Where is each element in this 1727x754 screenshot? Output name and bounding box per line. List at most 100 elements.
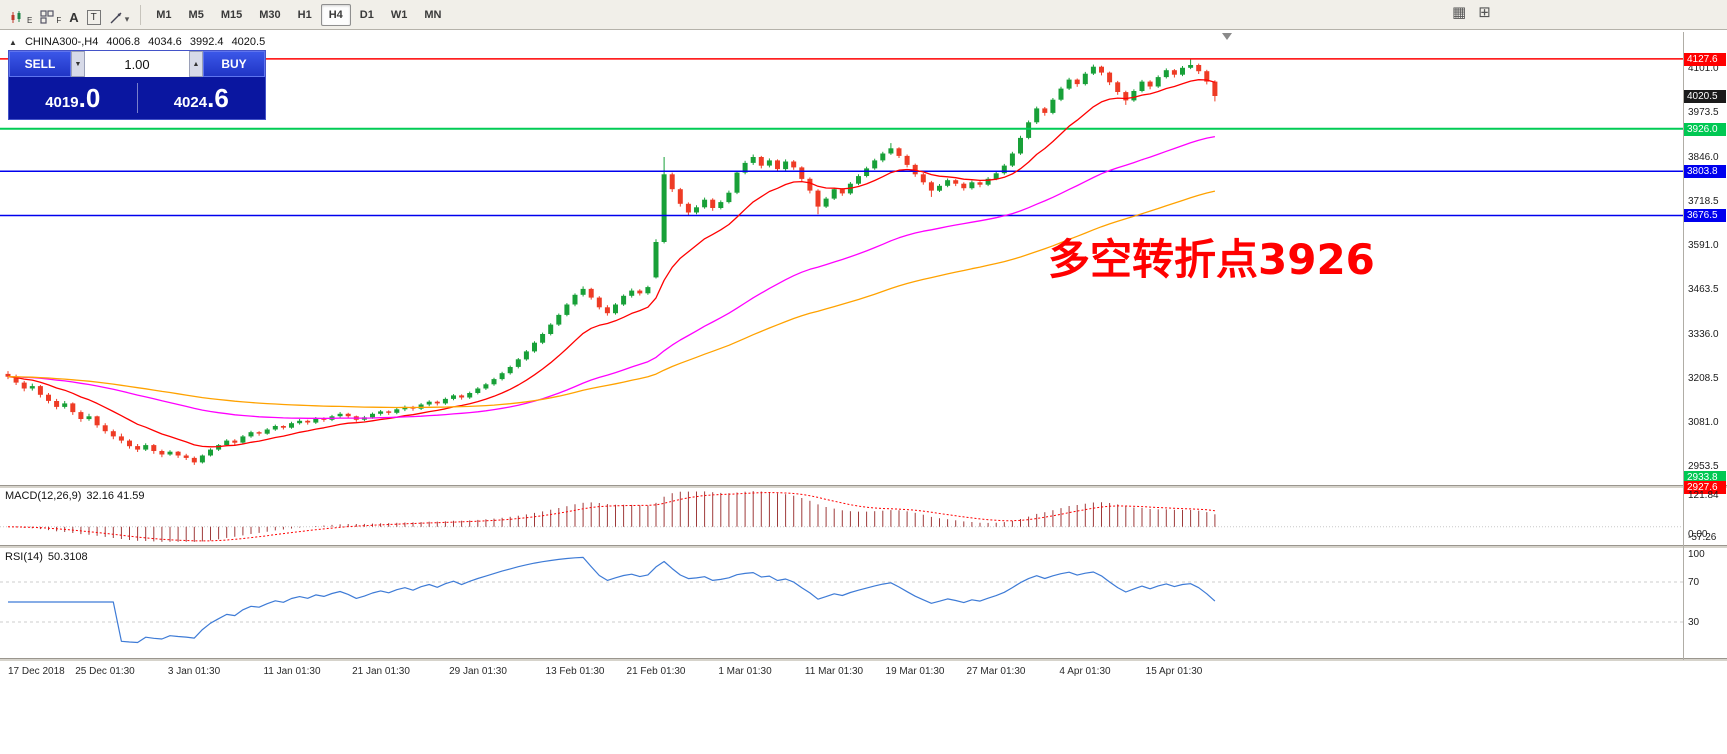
trade-controls-row: SELL ▼ ▲ BUY: [9, 51, 265, 77]
price-badge: 3676.5: [1684, 209, 1726, 222]
tab-timeframe-M5[interactable]: M5: [181, 4, 212, 26]
volume-input[interactable]: [85, 51, 189, 77]
macd-scale-label: -57.26: [1688, 532, 1717, 543]
price-badge: 4020.5: [1684, 90, 1726, 103]
macd-values: 32.16 41.59: [86, 490, 145, 502]
toolbar-right-group: ▦ ⊞: [1452, 3, 1491, 21]
price-badge: 3803.8: [1684, 165, 1726, 178]
macd-scale-label: 121.84: [1688, 490, 1719, 501]
line-tool-glyph: [110, 12, 122, 23]
time-axis-label: 3 Jan 01:30: [167, 666, 221, 677]
sell-price-main: 4019: [45, 93, 79, 111]
rsi-label: RSI(14) 50.3108: [5, 551, 88, 563]
sell-price[interactable]: 4019.0: [9, 85, 137, 112]
time-axis-label: 11 Mar 01:30: [804, 666, 864, 677]
buy-price-main: 4024: [173, 93, 208, 111]
macd-label: MACD(12,26,9) 32.16 41.59: [5, 490, 145, 502]
time-axis-label: 21 Jan 01:30: [352, 666, 410, 677]
volume-increase-button[interactable]: ▲: [189, 51, 203, 77]
macd-scale-label: 0.00: [1688, 529, 1708, 540]
tab-timeframe-MN[interactable]: MN: [416, 4, 449, 26]
price-scale-label: 3591.0: [1688, 240, 1719, 251]
letter-a-glyph: A: [69, 9, 79, 25]
tab-timeframe-D1[interactable]: D1: [352, 4, 382, 26]
chart-shift-marker-icon[interactable]: [1222, 33, 1232, 40]
price-scale-label: 3463.5: [1688, 284, 1719, 295]
macd-panel-canvas: [0, 491, 1683, 542]
grid-glyph: [40, 9, 54, 24]
time-axis-label: 15 Apr 01:30: [1145, 666, 1203, 677]
time-axis-label: 1 Mar 01:30: [718, 666, 772, 677]
price-badge: 3926.0: [1684, 123, 1726, 136]
rsi-scale-label: 30: [1688, 617, 1700, 628]
expert-advisors-icon[interactable]: E: [10, 5, 32, 25]
rsi-scale-label: 100: [1688, 549, 1705, 560]
toolbar-divider: [140, 4, 142, 25]
time-axis-label: 29 Jan 01:30: [449, 666, 507, 677]
tab-timeframe-M15[interactable]: M15: [213, 4, 250, 26]
price-divider: [136, 83, 138, 113]
trade-prices-row: 4019.0 4024.6: [9, 77, 265, 119]
sell-button[interactable]: SELL: [9, 51, 71, 77]
toolbar: E F A T ▾ M1 M5 M15 M30 H1 H4 D1 W1 MN ▦ ⊞: [0, 0, 1727, 30]
rsi-scale-label: 70: [1688, 577, 1700, 588]
time-axis-label: 21 Feb 01:30: [626, 666, 686, 677]
drawing-tool-icon[interactable]: ▾: [109, 5, 130, 25]
tile-windows-icon[interactable]: ▦: [1452, 4, 1467, 21]
price-chart-canvas[interactable]: [0, 32, 1683, 485]
tab-timeframe-W1[interactable]: W1: [383, 4, 416, 26]
panel-separator[interactable]: [0, 545, 1727, 548]
buy-price[interactable]: 4024.6: [138, 85, 266, 112]
icon-letter-e: E: [27, 15, 33, 25]
panel-separator[interactable]: [0, 485, 1727, 488]
price-high: 4034.6: [148, 36, 182, 48]
price-scale-label: 3208.5: [1688, 373, 1719, 384]
sell-price-pips: .0: [78, 82, 101, 113]
price-close: 4020.5: [231, 36, 266, 48]
price-open: 4006.8: [106, 36, 141, 48]
time-axis-label: 11 Jan 01:30: [263, 666, 321, 677]
rsi-panel-canvas: [0, 556, 1683, 644]
buy-price-pips: .6: [207, 82, 229, 113]
price-low: 3992.4: [189, 36, 224, 48]
icon-letter-f: F: [56, 15, 62, 25]
time-axis-label: 19 Mar 01:30: [885, 666, 945, 677]
price-scale-label: 2953.5: [1688, 461, 1719, 472]
macd-name: MACD(12,26,9): [5, 490, 82, 502]
price-scale-label: 4101.0: [1688, 63, 1719, 74]
price-scale-label: 3081.0: [1688, 417, 1719, 428]
label-tool-icon[interactable]: A: [69, 5, 78, 25]
price-scale-label: 3846.0: [1688, 152, 1719, 163]
price-scale-border: [1683, 32, 1684, 660]
price-scale-label: 3336.0: [1688, 329, 1719, 340]
volume-decrease-button[interactable]: ▼: [71, 51, 85, 77]
candlestick-glyph: [11, 10, 21, 23]
time-axis-label: 13 Feb 01:30: [545, 666, 605, 677]
price-badge: 4127.6: [1684, 53, 1726, 66]
tab-timeframe-H4[interactable]: H4: [320, 3, 351, 26]
time-axis-label: 4 Apr 01:30: [1059, 666, 1111, 677]
price-scale-label: 3718.5: [1688, 196, 1719, 207]
tab-timeframe-M1[interactable]: M1: [148, 4, 179, 26]
one-click-trading-panel: SELL ▼ ▲ BUY 4019.0 4024.6: [8, 50, 266, 120]
price-badge: 2933.8: [1684, 471, 1726, 484]
text-tool-icon[interactable]: T: [86, 5, 101, 25]
buy-button[interactable]: BUY: [203, 51, 265, 77]
tab-timeframe-H1[interactable]: H1: [290, 4, 320, 26]
rsi-value: 50.3108: [47, 551, 88, 563]
timeframe-toolbar: M1 M5 M15 M30 H1 H4 D1 W1 MN: [148, 3, 449, 26]
time-axis-label: 27 Mar 01:30: [966, 666, 1026, 677]
boxed-t-glyph: T: [86, 9, 101, 25]
new-chart-icon[interactable]: ⊞: [1478, 4, 1491, 21]
symbol-arrow-icon: ▲: [9, 38, 17, 47]
dropdown-caret-icon: ▾: [124, 13, 130, 24]
chart-symbol-title: CHINA300-,H4: [24, 36, 99, 48]
time-axis-label: 25 Dec 01:30: [75, 666, 135, 677]
indicators-list-icon[interactable]: F: [40, 5, 61, 25]
chart-header: ▲ CHINA300-,H4 4006.8 4034.6 3992.4 4020…: [9, 36, 270, 48]
price-scale-label: 3973.5: [1688, 107, 1719, 118]
time-axis-separator: [0, 658, 1727, 661]
tab-timeframe-M30[interactable]: M30: [251, 4, 288, 26]
chart-annotation-text: 多空转折点3926: [1048, 235, 1375, 284]
